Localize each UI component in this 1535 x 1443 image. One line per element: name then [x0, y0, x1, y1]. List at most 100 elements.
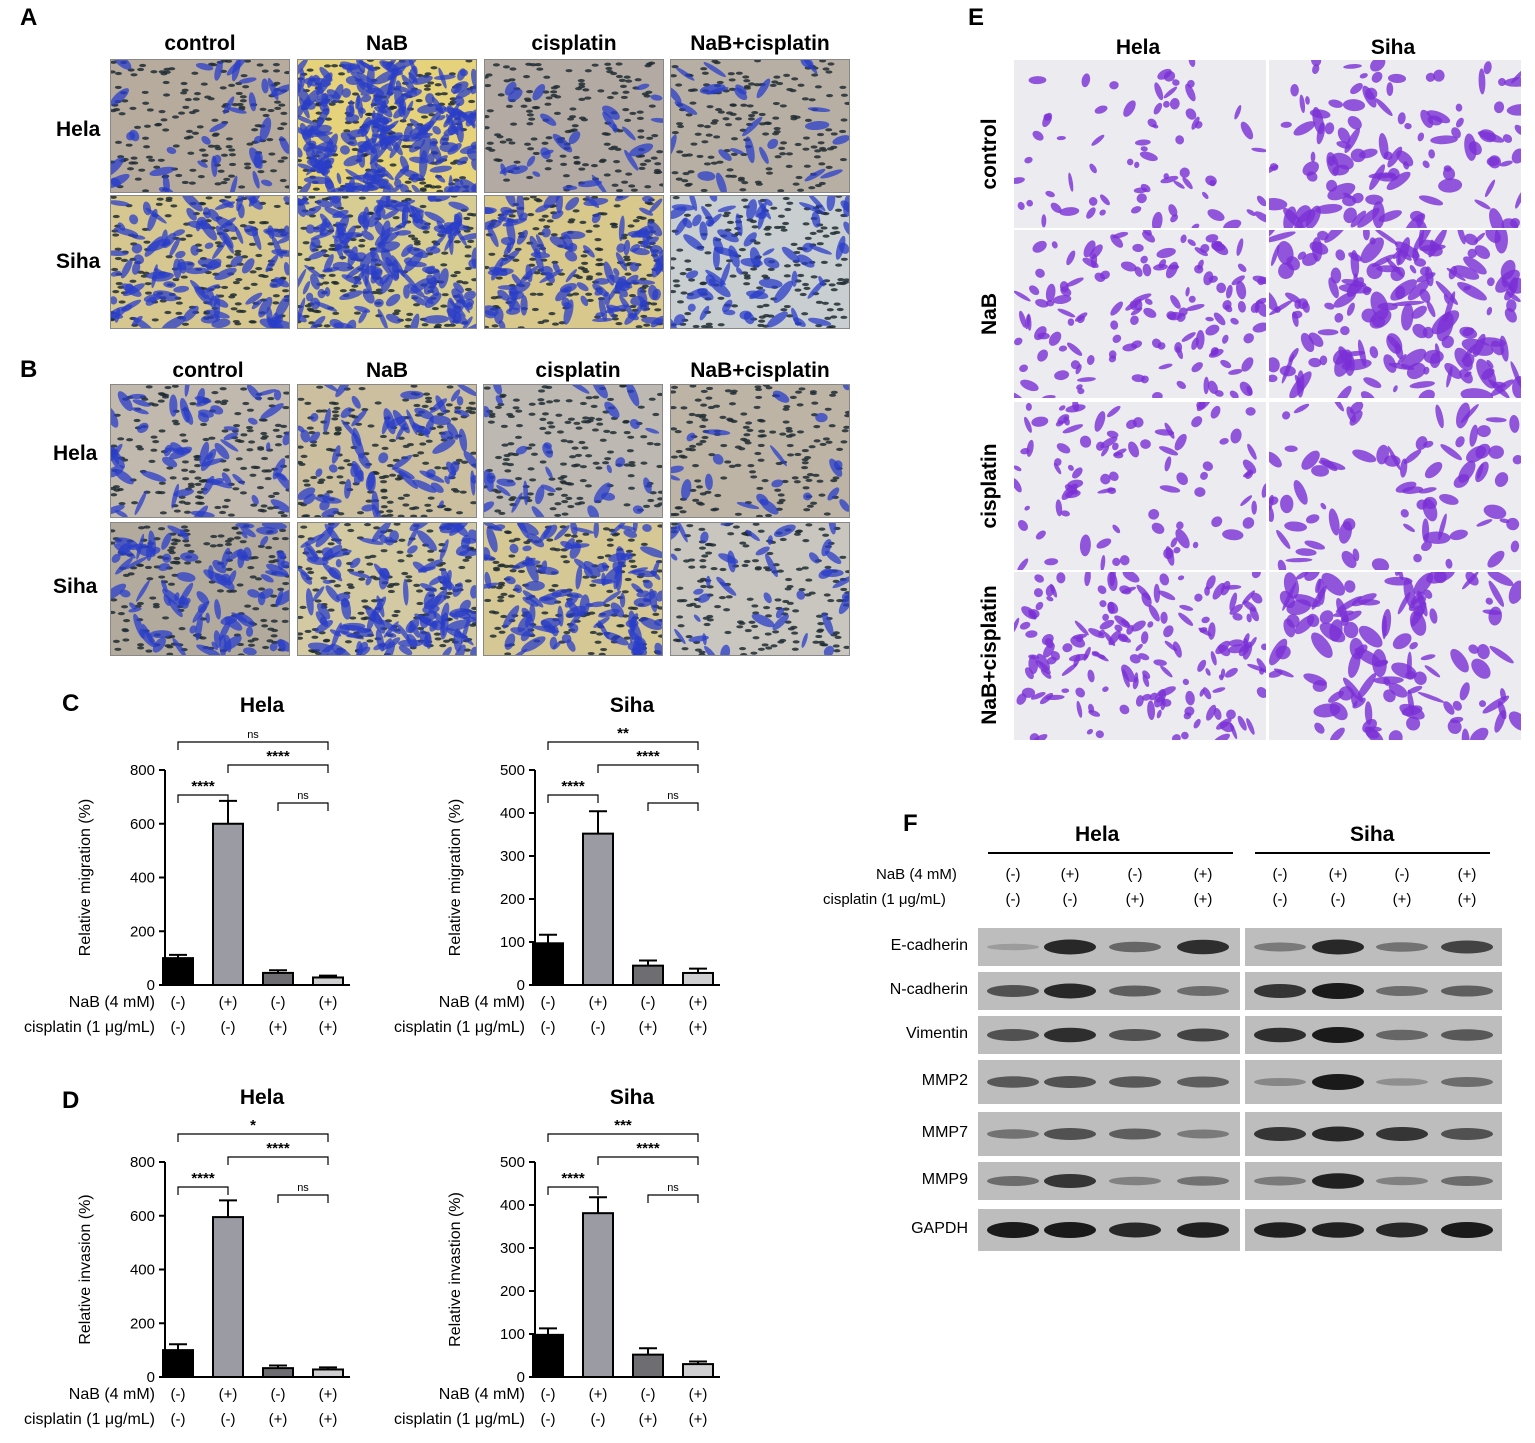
- panel-letter-b: B: [20, 356, 37, 384]
- blot-band: [1441, 1222, 1493, 1238]
- blot-band: [987, 1076, 1039, 1088]
- blot-strip: [1245, 1162, 1502, 1200]
- stain-image-hela-1: [1013, 229, 1267, 399]
- nab-symbol: (-): [641, 1386, 656, 1403]
- blot-strip: [978, 1112, 1240, 1156]
- invasion-image-hela-2: [483, 384, 663, 518]
- blot-band: [1044, 1128, 1096, 1140]
- blot-protein-label: MMP2: [858, 1072, 968, 1090]
- nab-symbol: (+): [589, 994, 608, 1011]
- cisplatin-symbol: (-): [171, 1019, 186, 1036]
- blot-band: [1044, 1076, 1096, 1088]
- y-axis-label: Relative invasion (%): [77, 1194, 94, 1344]
- blot-band: [1376, 1127, 1428, 1141]
- blot-band: [1376, 986, 1428, 996]
- blot-strip: [978, 928, 1240, 966]
- nab-symbol: (-): [541, 1386, 556, 1403]
- blot-cis-symbol: (+): [1447, 891, 1487, 908]
- blot-band: [1177, 1029, 1229, 1042]
- blot-cis-symbol: (-): [1318, 891, 1358, 908]
- y-tick-label: 200: [500, 891, 525, 908]
- nab-symbol: (-): [171, 1386, 186, 1403]
- significance-bracket: [178, 742, 328, 750]
- y-tick-label: 400: [500, 1197, 525, 1214]
- nab-symbol: (+): [589, 1386, 608, 1403]
- blot-band: [1254, 1028, 1306, 1043]
- bar: [583, 1213, 613, 1377]
- col-title-hela: Hela: [1013, 36, 1263, 60]
- blot-rule-siha: [1255, 852, 1490, 854]
- cisplatin-symbol: (+): [319, 1411, 338, 1428]
- blot-band: [1312, 940, 1364, 955]
- migration-image-hela-0: [110, 59, 290, 193]
- row-title-siha: Siha: [56, 250, 100, 274]
- nab-symbol: (-): [541, 994, 556, 1011]
- blot-protein-label: N-cadherin: [858, 981, 968, 999]
- y-tick-label: 200: [500, 1283, 525, 1300]
- migration-image-siha-0: [110, 195, 290, 329]
- blot-band: [1177, 940, 1229, 955]
- blot-band: [1441, 1077, 1493, 1087]
- blot-band: [1044, 1174, 1096, 1188]
- col-title-nab-cisplatin: NaB+cisplatin: [668, 32, 852, 56]
- bar: [633, 966, 663, 985]
- blot-band: [1109, 986, 1161, 997]
- blot-cis-symbol: (+): [1183, 891, 1223, 908]
- blot-band: [1177, 1176, 1229, 1186]
- blot-rule-hela: [988, 852, 1233, 854]
- y-tick-label: 200: [130, 923, 155, 940]
- blot-band: [1109, 1129, 1161, 1140]
- blot-cis-symbol: (-): [1050, 891, 1090, 908]
- migration-image-hela-2: [484, 59, 664, 193]
- blot-band: [1312, 1173, 1364, 1189]
- col-title-siha: Siha: [1268, 36, 1518, 60]
- cisplatin-symbol: (-): [221, 1019, 236, 1036]
- blot-band: [1312, 1027, 1364, 1043]
- blot-band: [1376, 1223, 1428, 1238]
- cisplatin-row-label: cisplatin (1 μg/mL): [394, 1019, 525, 1036]
- blot-nab-symbol: (+): [1050, 866, 1090, 883]
- bar: [683, 973, 713, 985]
- stain-image-hela-2: [1013, 401, 1267, 571]
- nab-row-label: NaB (4 mM): [69, 1386, 155, 1403]
- blot-band: [987, 1222, 1039, 1238]
- cisplatin-symbol: (+): [639, 1019, 658, 1036]
- blot-band: [987, 1129, 1039, 1139]
- blot-band: [1044, 940, 1096, 955]
- y-tick-label: 500: [500, 762, 525, 779]
- blot-nab-label: NaB (4 mM): [876, 866, 957, 883]
- blot-band: [1044, 984, 1096, 999]
- bar: [213, 1217, 243, 1377]
- blot-strip: [1245, 1060, 1502, 1104]
- bar: [533, 943, 563, 985]
- y-tick-label: 200: [130, 1315, 155, 1332]
- y-tick-label: 300: [500, 848, 525, 865]
- chart-title: Hela: [240, 694, 285, 717]
- blot-strip: [978, 972, 1240, 1010]
- invasion-image-siha-0: [110, 522, 290, 656]
- blot-strip: [978, 1016, 1240, 1054]
- blot-strip: [1245, 1209, 1502, 1251]
- stain-image-hela-0: [1013, 59, 1267, 229]
- blot-group-siha: Siha: [1350, 823, 1394, 847]
- migration-image-hela-3: [670, 59, 850, 193]
- blot-band: [1254, 1078, 1306, 1086]
- blot-band: [1254, 1222, 1306, 1238]
- stain-image-siha-3: [1268, 571, 1522, 741]
- col-title-nab: NaB: [297, 32, 477, 56]
- y-tick-label: 600: [130, 1208, 155, 1225]
- y-axis-label: Relative invastion (%): [447, 1192, 464, 1347]
- blot-band: [1044, 1222, 1096, 1238]
- cisplatin-symbol: (-): [541, 1411, 556, 1428]
- blot-strip: [1245, 1112, 1502, 1156]
- y-tick-label: 300: [500, 1240, 525, 1257]
- nab-row-label: NaB (4 mM): [69, 994, 155, 1011]
- invasion-image-siha-1: [297, 522, 477, 656]
- col-title-control: control: [118, 359, 298, 383]
- significance-bracket: [598, 1157, 698, 1165]
- bar: [263, 1368, 293, 1377]
- cisplatin-symbol: (+): [639, 1411, 658, 1428]
